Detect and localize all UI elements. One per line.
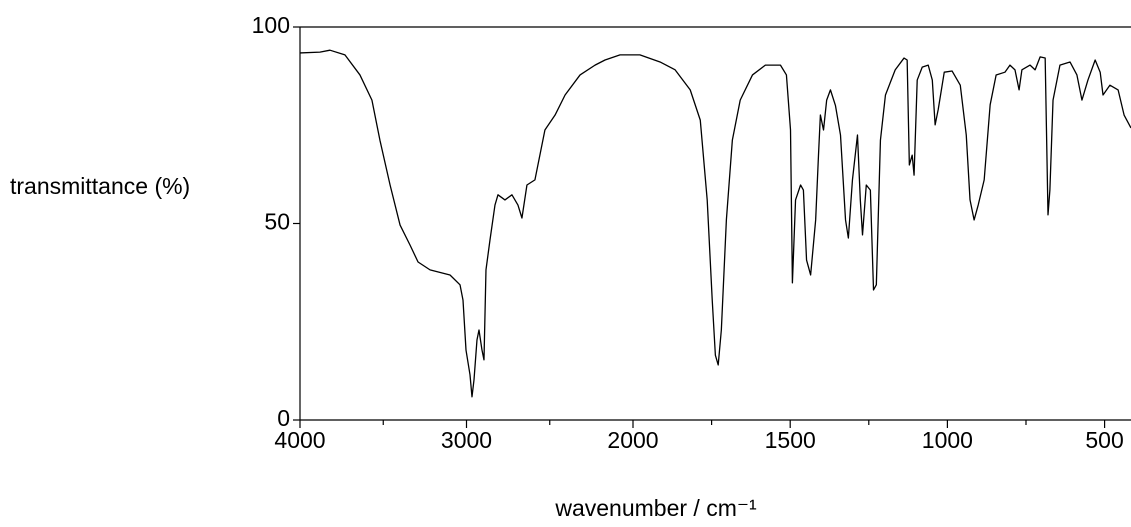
y-tick-label: 0 [277,405,290,431]
x-tick-label: 2000 [607,427,658,453]
x-tick-label: 500 [1085,427,1123,453]
x-tick-label: 4000 [274,427,325,453]
x-tick-label: 3000 [441,427,492,453]
x-axis-label: wavenumber / cm⁻¹ [554,495,757,521]
y-tick-label: 50 [264,209,290,235]
spectrum-line [299,49,1131,398]
x-tick-label: 1500 [765,427,816,453]
y-tick-label: 100 [252,12,290,38]
x-tick-label: 1000 [922,427,973,453]
y-axis-label: transmittance (%) [10,173,190,199]
